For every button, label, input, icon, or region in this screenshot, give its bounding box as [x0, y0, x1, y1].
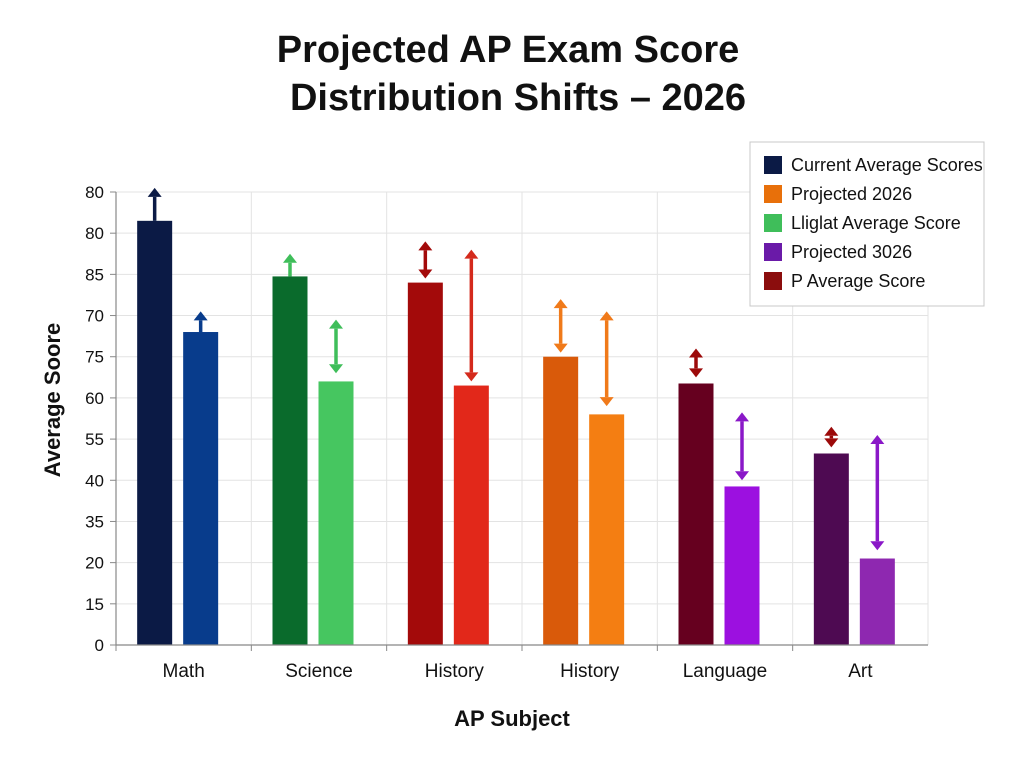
y-tick-label: 20: [85, 554, 104, 573]
arrow-head-down: [824, 438, 839, 448]
arrow-head-up: [824, 426, 839, 436]
legend-label: P Average Score: [791, 271, 925, 291]
y-tick-label: 85: [85, 265, 104, 284]
x-category-label: History: [425, 661, 485, 682]
arrow-head-up: [283, 253, 297, 263]
bar: [137, 220, 173, 645]
bar: [724, 486, 760, 645]
arrow-head-up: [464, 249, 479, 259]
legend-swatch: [764, 272, 782, 290]
legend-swatch: [764, 243, 782, 261]
x-category-label: Math: [163, 661, 205, 682]
bar: [859, 558, 895, 645]
y-tick-label: 55: [85, 430, 104, 449]
arrow-head-down: [418, 269, 433, 279]
bar: [678, 383, 714, 645]
arrow-head-down: [553, 343, 568, 353]
legend-swatch: [764, 156, 782, 174]
arrow-head-down: [870, 541, 885, 551]
bar: [589, 414, 625, 645]
grid-lines: [110, 191, 929, 646]
y-tick-label: 15: [85, 595, 104, 614]
bar: [318, 381, 354, 645]
y-tick-label: 0: [95, 636, 104, 655]
y-axis-title: Average Soore: [40, 323, 65, 477]
y-tick-label: 75: [85, 348, 104, 367]
bars-group: [137, 220, 895, 645]
legend-swatch: [764, 185, 782, 203]
arrow-head-down: [329, 364, 343, 374]
arrow-head-down: [464, 372, 479, 382]
bar: [183, 332, 219, 645]
legend-label: Lliglat Average Score: [791, 213, 961, 233]
bar: [453, 385, 489, 645]
chart-title: Projected AP Exam Score Distribution Shi…: [0, 26, 1024, 122]
y-tick-label: 80: [85, 224, 104, 243]
legend-label: Projected 3026: [791, 242, 912, 262]
x-category-labels: Math Science History History Language Art: [163, 661, 874, 682]
bar: [407, 282, 443, 645]
y-tick-label: 40: [85, 471, 104, 490]
x-category-label: Science: [285, 661, 353, 682]
arrow-head-up: [418, 241, 433, 251]
arrow-head-up: [553, 299, 568, 309]
arrow-head-up: [193, 311, 208, 321]
legend-swatch: [764, 214, 782, 232]
legend-label: Projected 2026: [791, 184, 912, 204]
y-tick-label: 70: [85, 307, 104, 326]
arrow-head-up: [147, 187, 162, 197]
arrow-head-up: [735, 412, 749, 422]
chart-title-line-1: Projected AP Exam Score: [276, 29, 740, 71]
legend-box: [749, 141, 985, 307]
arrow-head-up: [870, 434, 885, 444]
bar: [543, 356, 579, 645]
arrow-head-up: [599, 311, 614, 321]
y-tick-label: 35: [85, 512, 104, 531]
arrows-group: [147, 187, 885, 551]
x-category-label: Art: [848, 661, 873, 682]
x-category-label: History: [560, 661, 620, 682]
arrow-head-down: [735, 471, 749, 481]
arrow-head-down: [599, 397, 614, 407]
arrow-head-up: [689, 348, 703, 358]
axes-group: [115, 192, 928, 651]
x-axis-title: AP Subject: [454, 706, 570, 731]
y-tick-label: 60: [85, 389, 104, 408]
legend-label: Current Average Scores: [791, 155, 983, 175]
y-tick-labels: 0 15 20 35 40 55 60 75 70 85 80 80: [85, 183, 104, 655]
chart-title-line-2: Distribution Shifts – 2026: [289, 77, 747, 119]
bar: [272, 276, 308, 645]
x-category-label: Language: [683, 661, 768, 682]
y-tick-label: 80: [85, 183, 104, 202]
arrow-head-up: [329, 319, 343, 329]
arrow-head-down: [689, 368, 703, 378]
legend: Current Average Scores Projected 2026 Llig…: [749, 141, 985, 307]
bar: [813, 453, 849, 645]
